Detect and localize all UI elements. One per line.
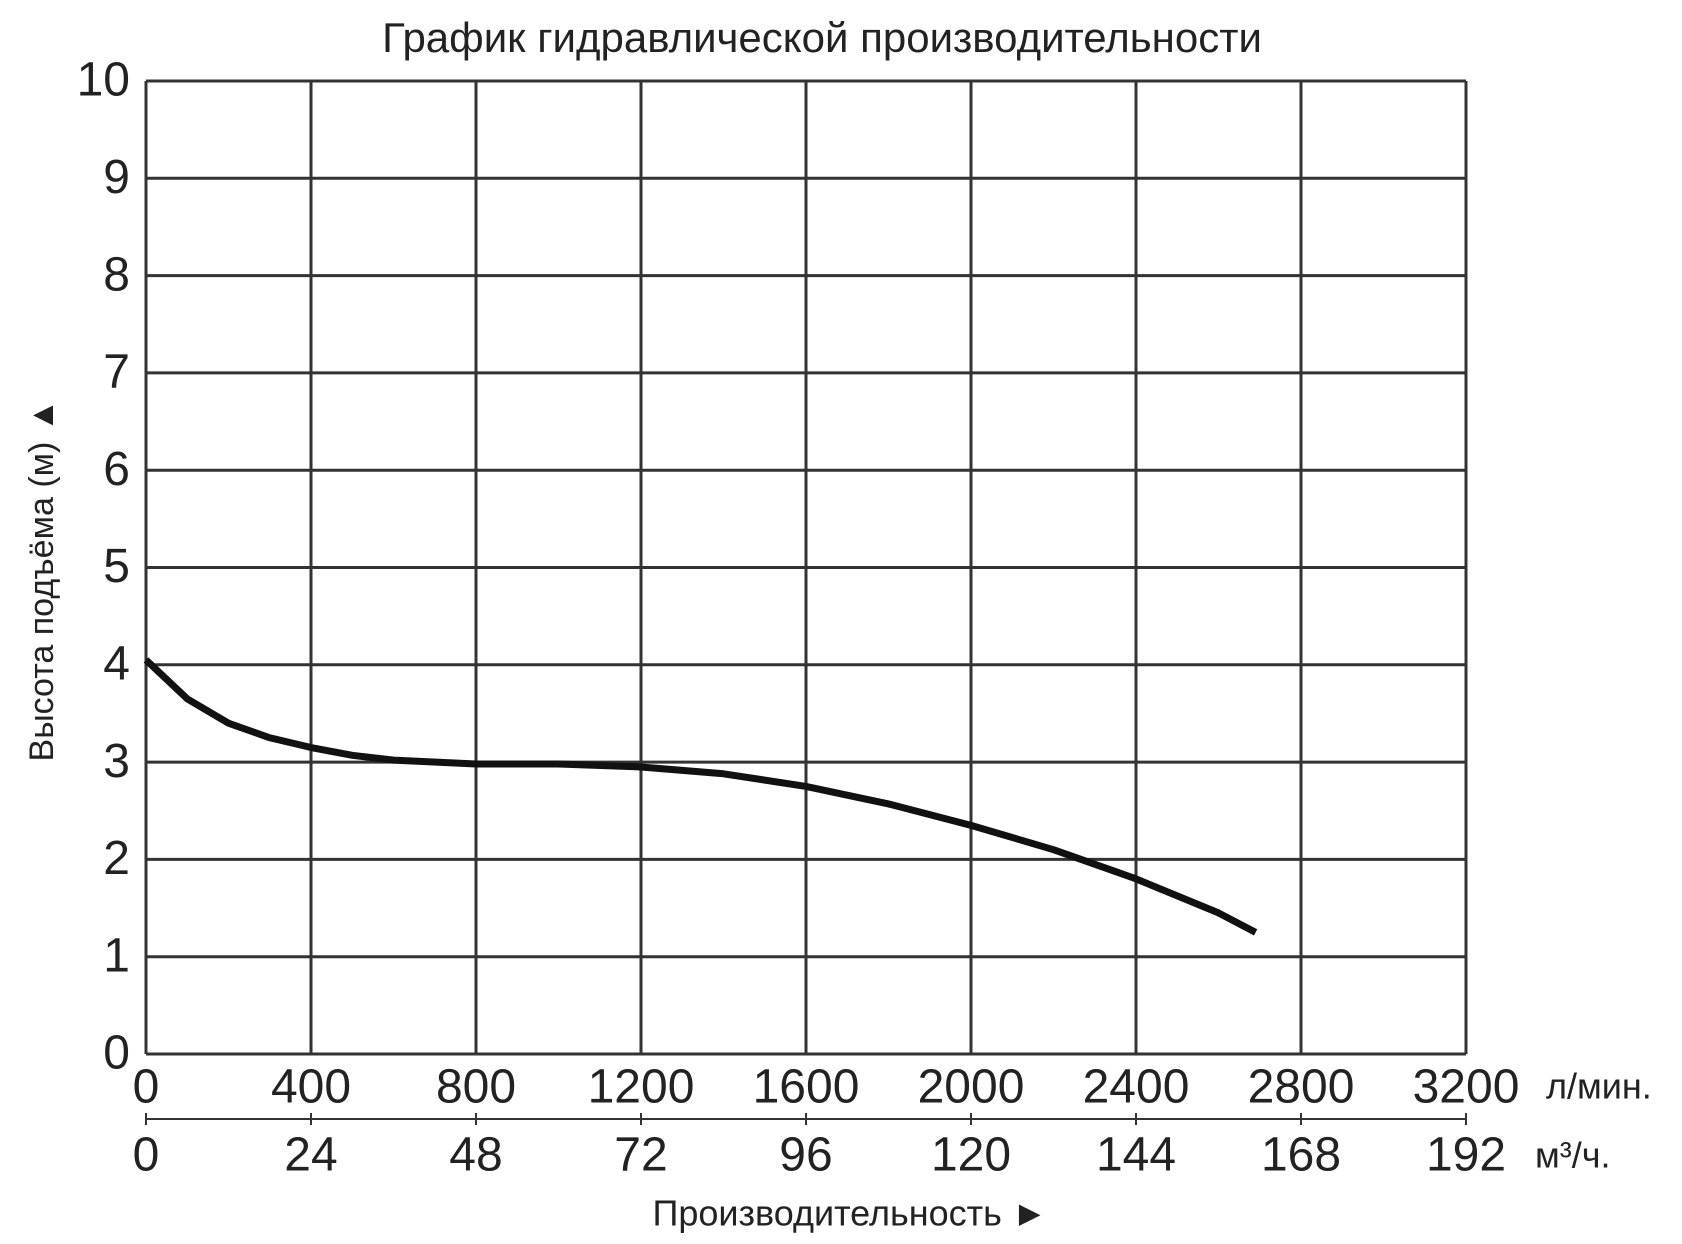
x2-tick-label: 24 bbox=[284, 1129, 337, 1182]
x-tick-label: 2000 bbox=[918, 1061, 1025, 1114]
x2-tick-label: 96 bbox=[779, 1129, 832, 1182]
x-tick-label: 1200 bbox=[588, 1061, 695, 1114]
x-tick-label: 3200 bbox=[1413, 1061, 1520, 1114]
x-tick-label: 1600 bbox=[753, 1061, 860, 1114]
y-axis-label: Высота подъёма (м) ▲ bbox=[23, 399, 61, 762]
line bbox=[143, 657, 1258, 936]
x2-unit: м³/ч. bbox=[1535, 1135, 1611, 1176]
chart-title: График гидравлической производительности bbox=[382, 14, 1262, 61]
y-tick-label: 7 bbox=[103, 346, 130, 399]
y-tick-label: 10 bbox=[77, 54, 130, 107]
y-tick-label: 3 bbox=[103, 735, 130, 788]
x2-tick-label: 120 bbox=[931, 1129, 1011, 1182]
x-tick-label: 800 bbox=[436, 1061, 516, 1114]
x2-tick-label: 48 bbox=[449, 1129, 502, 1182]
x-unit: л/мин. bbox=[1546, 1066, 1652, 1107]
y-tick-label: 5 bbox=[103, 540, 130, 593]
x2-tick-label: 192 bbox=[1426, 1129, 1506, 1182]
x2-tick-label: 168 bbox=[1261, 1129, 1341, 1182]
x-tick-label: 2800 bbox=[1248, 1061, 1355, 1114]
x-tick-label: 0 bbox=[133, 1061, 160, 1114]
x-tick-label: 400 bbox=[271, 1061, 351, 1114]
y-tick-label: 4 bbox=[103, 637, 130, 690]
x2-tick-label: 72 bbox=[614, 1129, 667, 1182]
y-tick-label: 1 bbox=[103, 929, 130, 982]
y-tick-label: 6 bbox=[103, 443, 130, 496]
y-tick-label: 9 bbox=[103, 151, 130, 204]
x2-tick-label: 0 bbox=[133, 1129, 160, 1182]
y-tick-label: 2 bbox=[103, 832, 130, 885]
y-tick-label: 8 bbox=[103, 248, 130, 301]
x-tick-label: 2400 bbox=[1083, 1061, 1190, 1114]
y-tick-label: 0 bbox=[103, 1027, 130, 1080]
x2-tick-label: 144 bbox=[1096, 1129, 1176, 1182]
x-axis-label: Производительность ► bbox=[652, 1193, 1047, 1234]
